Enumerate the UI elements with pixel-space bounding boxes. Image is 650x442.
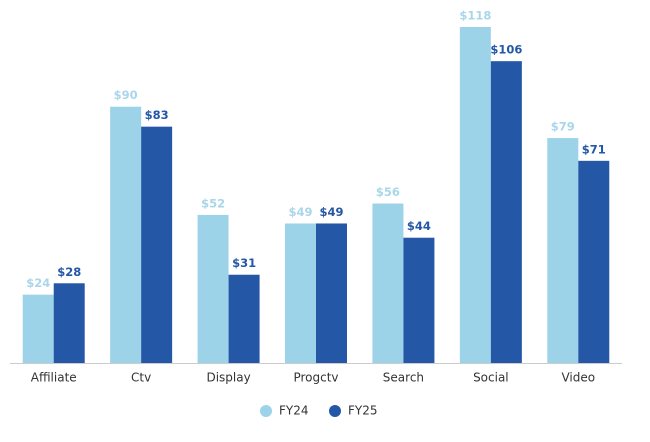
x-tick-label: Progctv [293, 371, 338, 385]
x-tick-label: Search [383, 371, 424, 385]
bar [285, 223, 316, 363]
bar [547, 138, 579, 363]
legend-marker [329, 405, 341, 417]
value-label: $106 [490, 43, 522, 57]
value-label: $52 [201, 196, 225, 210]
value-label: $79 [551, 120, 575, 134]
value-label: $71 [582, 142, 606, 156]
bar [316, 223, 347, 363]
bar [197, 214, 229, 363]
legend-label: FY24 [279, 404, 309, 418]
value-label: $44 [407, 219, 431, 233]
legend-marker [260, 405, 272, 417]
value-label: $49 [288, 205, 312, 219]
value-label: $56 [376, 185, 400, 199]
x-tick-label: Video [561, 371, 595, 385]
value-label: $31 [232, 256, 256, 270]
x-tick-label: Ctv [131, 371, 151, 385]
value-label: $49 [319, 205, 343, 219]
bar [372, 203, 404, 363]
bar [53, 283, 85, 363]
value-label: $83 [145, 108, 169, 122]
value-label: $118 [459, 9, 491, 23]
bar [110, 106, 142, 363]
x-tick-label: Affiliate [31, 371, 77, 385]
bar [403, 237, 435, 363]
x-tick-label: Display [206, 371, 250, 385]
bar [228, 274, 260, 363]
bar [22, 294, 54, 363]
bar [141, 126, 173, 364]
legend-label: FY25 [348, 404, 378, 418]
value-label: $28 [57, 265, 81, 279]
x-tick-label: Social [473, 371, 509, 385]
value-label: $24 [26, 276, 50, 290]
bar [490, 61, 522, 363]
bar [459, 27, 491, 363]
value-label: $90 [114, 88, 138, 102]
bar [578, 160, 610, 363]
